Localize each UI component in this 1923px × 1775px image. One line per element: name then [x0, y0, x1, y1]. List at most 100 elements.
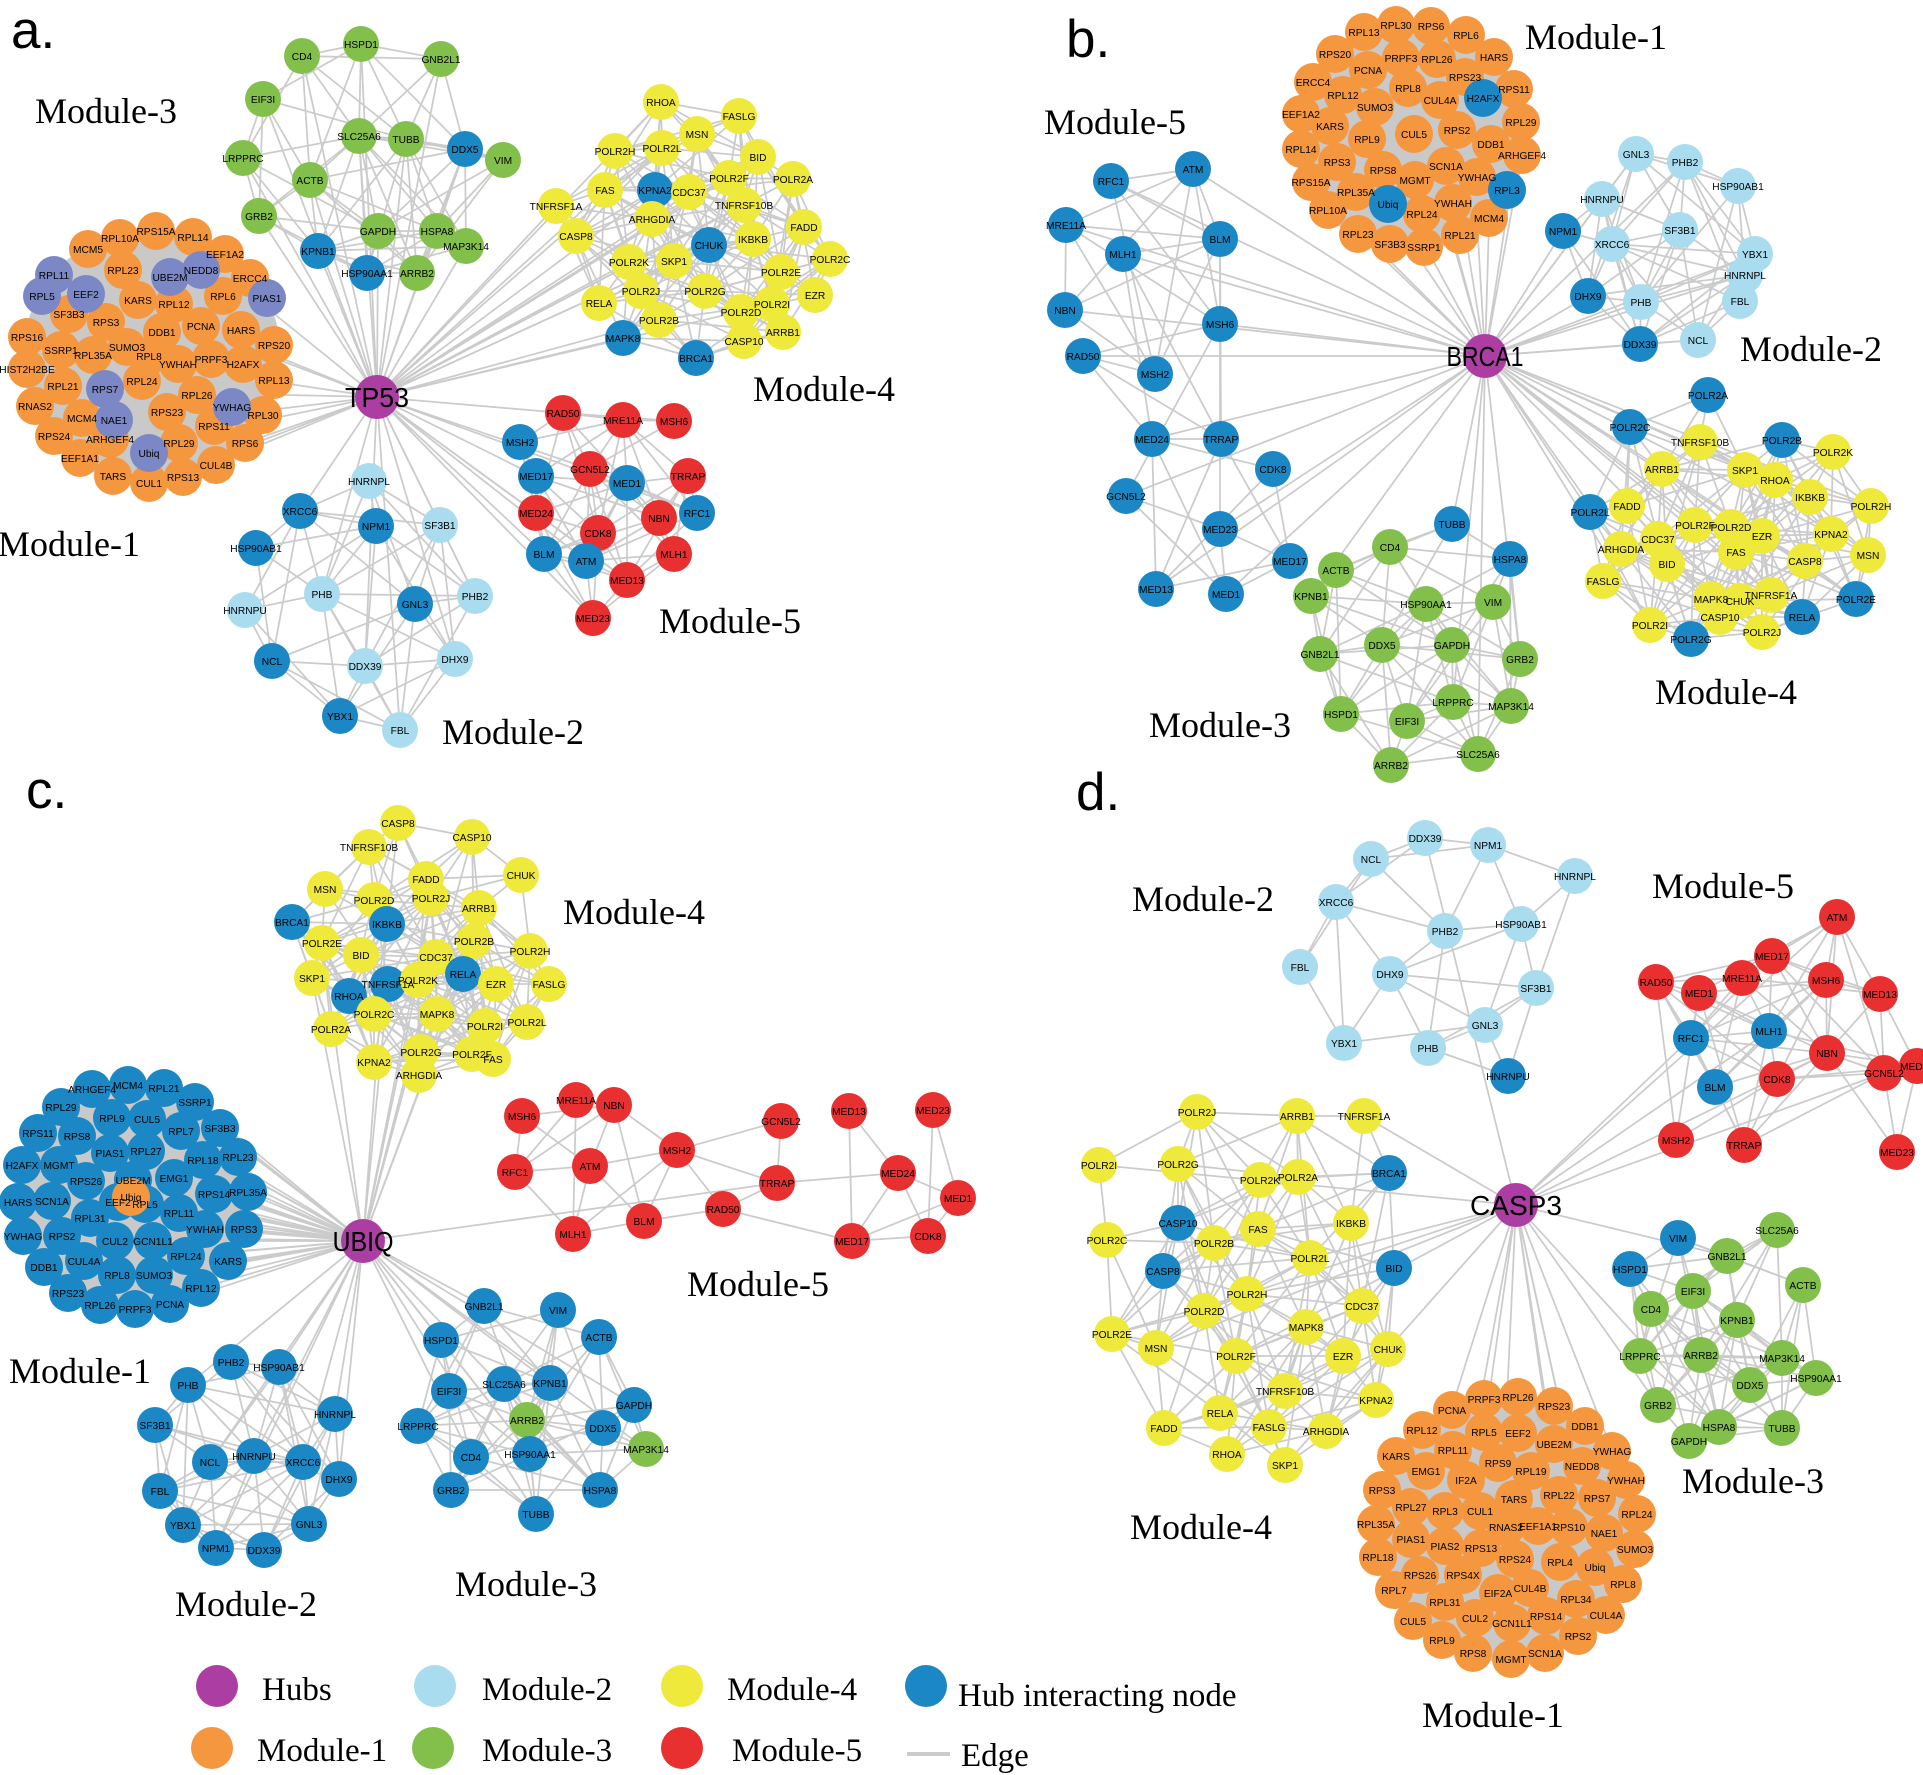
- svg-text:YWHAG: YWHAG: [1458, 173, 1497, 184]
- svg-text:LRPPRC: LRPPRC: [222, 154, 263, 165]
- svg-text:RPS15A: RPS15A: [136, 227, 175, 238]
- svg-text:Ubiq: Ubiq: [1585, 1563, 1606, 1574]
- svg-text:HSPD1: HSPD1: [1613, 1265, 1647, 1276]
- svg-text:CUL5: CUL5: [1401, 130, 1427, 141]
- svg-text:RFC1: RFC1: [502, 1168, 529, 1179]
- svg-text:RPS23: RPS23: [151, 408, 184, 419]
- svg-text:FASLG: FASLG: [533, 980, 566, 991]
- svg-text:Module-4: Module-4: [1130, 1507, 1272, 1547]
- svg-text:MAP3K14: MAP3K14: [1759, 1354, 1805, 1365]
- svg-text:DDB1: DDB1: [148, 328, 176, 339]
- svg-text:POLR2J: POLR2J: [1743, 628, 1782, 639]
- svg-text:NPM1: NPM1: [202, 1544, 231, 1555]
- svg-text:ERCC4: ERCC4: [233, 274, 268, 285]
- svg-text:DDX39: DDX39: [349, 662, 382, 673]
- svg-text:PHB: PHB: [1631, 298, 1652, 309]
- svg-text:TUBB: TUBB: [1438, 520, 1465, 531]
- svg-text:RPL35A: RPL35A: [1357, 1520, 1395, 1531]
- svg-text:SUMO3: SUMO3: [109, 343, 146, 354]
- svg-text:PHB: PHB: [1418, 1044, 1439, 1055]
- svg-text:PRPF3: PRPF3: [1468, 1395, 1501, 1406]
- svg-text:RPL23: RPL23: [1342, 230, 1373, 241]
- svg-text:NAE1: NAE1: [1591, 1529, 1618, 1540]
- svg-text:RPS6: RPS6: [1418, 22, 1445, 33]
- svg-text:Hub interacting node: Hub interacting node: [958, 1678, 1237, 1714]
- svg-text:CASP10: CASP10: [452, 833, 491, 844]
- svg-text:HSP90AA1: HSP90AA1: [341, 269, 393, 280]
- svg-text:PCNA: PCNA: [187, 322, 216, 333]
- svg-text:ARRB2: ARRB2: [400, 269, 434, 280]
- svg-text:IKBKB: IKBKB: [372, 920, 402, 931]
- svg-text:MLH1: MLH1: [1755, 1027, 1783, 1038]
- svg-text:SUMO3: SUMO3: [1617, 1545, 1654, 1556]
- svg-text:MSN: MSN: [1857, 551, 1880, 562]
- svg-text:CHUK: CHUK: [1726, 597, 1755, 608]
- svg-text:GRB2: GRB2: [1506, 655, 1534, 666]
- svg-text:POLR2A: POLR2A: [311, 1025, 351, 1036]
- svg-text:TUBB: TUBB: [1768, 1424, 1795, 1435]
- svg-text:YBX1: YBX1: [1742, 250, 1768, 261]
- svg-text:HNRNPL: HNRNPL: [348, 477, 390, 488]
- svg-text:CUL5: CUL5: [1400, 1617, 1426, 1628]
- svg-text:CASP3: CASP3: [1470, 1190, 1562, 1221]
- svg-text:RPL26: RPL26: [1502, 1393, 1533, 1404]
- svg-text:MED1: MED1: [944, 1194, 973, 1205]
- svg-text:HSPD1: HSPD1: [1324, 710, 1358, 721]
- svg-text:TNFRSF1A: TNFRSF1A: [362, 980, 415, 991]
- svg-text:DHX9: DHX9: [1376, 970, 1404, 981]
- svg-text:POLR2C: POLR2C: [1610, 423, 1651, 434]
- svg-text:XRCC6: XRCC6: [283, 507, 318, 518]
- svg-text:RPL35A: RPL35A: [74, 351, 112, 362]
- svg-text:HSPD1: HSPD1: [424, 1336, 458, 1347]
- svg-text:EMG1: EMG1: [160, 1174, 189, 1185]
- svg-text:Module-5: Module-5: [659, 601, 801, 641]
- svg-text:NCL: NCL: [1688, 336, 1709, 347]
- svg-text:CUL5: CUL5: [134, 1115, 160, 1126]
- svg-text:RPL29: RPL29: [1505, 118, 1536, 129]
- svg-text:KPNB1: KPNB1: [533, 1379, 567, 1390]
- svg-text:POLR2E: POLR2E: [302, 939, 342, 950]
- svg-text:CDC37: CDC37: [672, 188, 706, 199]
- svg-text:CD4: CD4: [1380, 543, 1401, 554]
- svg-text:RPS26: RPS26: [1404, 1571, 1437, 1582]
- svg-text:RPL23: RPL23: [222, 1153, 253, 1164]
- svg-text:HNRNPL: HNRNPL: [314, 1410, 356, 1421]
- svg-text:POLR2L: POLR2L: [1290, 1254, 1329, 1265]
- svg-text:H2AFX: H2AFX: [6, 1161, 39, 1172]
- svg-text:EIF3I: EIF3I: [1395, 717, 1419, 728]
- svg-text:YWHAH: YWHAH: [1434, 199, 1472, 210]
- svg-text:PIAS2: PIAS2: [1431, 1542, 1460, 1553]
- svg-text:GCN1L1: GCN1L1: [133, 1237, 173, 1248]
- svg-text:LRPPRC: LRPPRC: [1619, 1352, 1660, 1363]
- svg-text:Module-5: Module-5: [1652, 866, 1794, 906]
- svg-text:BRCA1: BRCA1: [1372, 1169, 1406, 1180]
- svg-text:HSP90AA1: HSP90AA1: [1400, 600, 1452, 611]
- svg-text:BLM: BLM: [534, 550, 555, 561]
- svg-text:EEF1A2: EEF1A2: [206, 250, 244, 261]
- svg-text:RPL26: RPL26: [84, 1301, 115, 1312]
- svg-text:Module-1: Module-1: [1525, 17, 1667, 57]
- svg-text:YWHAG: YWHAG: [1593, 1447, 1632, 1458]
- svg-text:RPS24: RPS24: [1499, 1555, 1532, 1566]
- svg-text:PCNA: PCNA: [156, 1300, 185, 1311]
- svg-text:IF2A: IF2A: [1455, 1476, 1477, 1487]
- svg-text:PHB2: PHB2: [1432, 927, 1459, 938]
- svg-text:RPS20: RPS20: [1319, 50, 1352, 61]
- svg-text:Module-5: Module-5: [732, 1733, 862, 1769]
- svg-text:KPNB1: KPNB1: [1294, 592, 1328, 603]
- svg-text:RPS26: RPS26: [70, 1177, 103, 1188]
- svg-text:ACTB: ACTB: [1789, 1281, 1816, 1292]
- svg-text:FBL: FBL: [1291, 963, 1310, 974]
- svg-text:EZR: EZR: [805, 291, 825, 302]
- svg-text:POLR2G: POLR2G: [684, 287, 725, 298]
- svg-text:DDX39: DDX39: [1409, 834, 1442, 845]
- svg-text:POLR2I: POLR2I: [754, 300, 790, 311]
- svg-text:HSP90AB1: HSP90AB1: [253, 1363, 305, 1374]
- svg-text:KARS: KARS: [1316, 122, 1344, 133]
- svg-text:GNL3: GNL3: [1623, 150, 1650, 161]
- svg-text:GAPDH: GAPDH: [360, 227, 396, 238]
- svg-text:GCN5L2: GCN5L2: [1864, 1069, 1904, 1080]
- svg-text:NPM1: NPM1: [1474, 841, 1503, 852]
- svg-text:EEF1A1: EEF1A1: [61, 454, 99, 465]
- svg-text:POLR2H: POLR2H: [595, 147, 636, 158]
